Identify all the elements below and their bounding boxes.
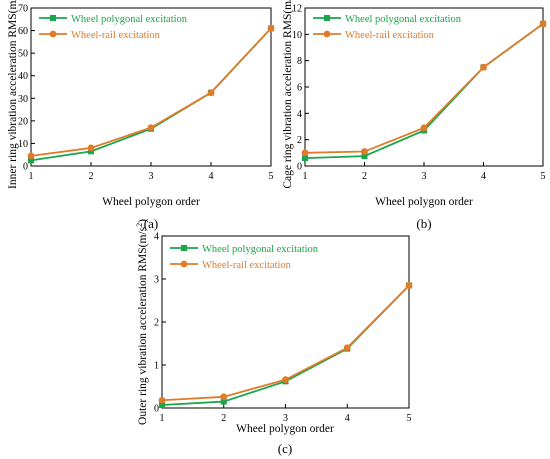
data-point — [220, 398, 227, 405]
x-tick-label: 3 — [422, 171, 427, 182]
data-point — [159, 401, 165, 408]
x-tick-label: 2 — [89, 171, 94, 182]
chart-b-caption: (b) — [416, 216, 431, 231]
y-tick-label: 0 — [297, 162, 302, 173]
x-tick-label: 4 — [345, 413, 350, 424]
data-point — [343, 344, 351, 352]
series-line — [304, 23, 544, 159]
data-point — [361, 153, 368, 160]
data-point — [267, 24, 275, 32]
y-tick-label: 3 — [154, 275, 159, 286]
series-line — [161, 284, 410, 406]
chart-a-series — [27, 24, 275, 164]
chart-b-legend: Wheel polygonal excitation Wheel-rail exc… — [313, 14, 462, 41]
data-point — [420, 124, 428, 132]
y-tick-label: 60 — [18, 26, 28, 37]
legend-label: Wheel-rail excitation — [202, 260, 292, 271]
data-point — [302, 155, 308, 162]
x-tick-label: 5 — [407, 413, 412, 424]
data-point — [282, 376, 289, 384]
x-tick-label: 3 — [149, 171, 154, 182]
data-point — [207, 89, 215, 97]
data-point — [28, 157, 34, 164]
chart-c-xlabel: Wheel polygon order — [236, 423, 334, 435]
y-tick-label: 12 — [292, 4, 302, 15]
y-tick-label: 2 — [154, 318, 159, 329]
data-point — [480, 63, 487, 71]
y-tick-label: 30 — [18, 94, 28, 105]
data-point — [220, 393, 228, 401]
x-tick-label: 2 — [221, 413, 226, 424]
y-tick-label: 40 — [18, 71, 28, 82]
legend-label: Wheel polygonal excitation — [202, 244, 319, 255]
data-point — [301, 149, 309, 157]
x-tick-label: 2 — [362, 171, 367, 182]
y-tick-label: 6 — [297, 83, 302, 94]
chart-a-caption: (a) — [144, 216, 158, 231]
x-tick-label: 5 — [541, 171, 546, 182]
x-tick-label: 1 — [29, 171, 34, 182]
y-tick-label: 70 — [18, 4, 28, 15]
data-point — [87, 144, 95, 152]
chart-c-ylabel: Outer ring vibration acceleration RMS(m/… — [135, 219, 150, 425]
x-tick-label: 5 — [269, 171, 274, 182]
x-tick-label: 4 — [209, 171, 214, 182]
chart-b-series — [301, 20, 547, 162]
series-line — [30, 27, 272, 157]
legend-marker — [180, 260, 188, 268]
x-tick-label: 1 — [303, 171, 308, 182]
y-tick-label: 20 — [18, 116, 28, 127]
y-tick-label: 4 — [297, 109, 302, 120]
legend-label: Wheel polygonal excitation — [345, 14, 462, 25]
data-point — [405, 282, 413, 289]
chart-c-caption: (c) — [278, 441, 292, 456]
y-tick-label: 10 — [292, 30, 302, 41]
y-tick-label: 2 — [297, 135, 302, 146]
legend-marker — [181, 245, 187, 251]
legend-label: Wheel polygonal excitation — [71, 14, 188, 25]
legend-marker — [323, 30, 331, 38]
x-tick-label: 3 — [283, 413, 288, 424]
legend-label: Wheel-rail excitation — [345, 30, 435, 41]
y-tick-label: 50 — [18, 49, 28, 60]
chart-b-xlabel: Wheel polygon order — [375, 196, 473, 208]
y-tick-label: 0 — [23, 162, 28, 173]
y-tick-label: 0 — [154, 404, 159, 415]
chart-c-series — [158, 282, 413, 408]
legend-marker — [50, 15, 56, 21]
chart-b-ylabel: Cage ring vibration acceleration RMS(m/s… — [280, 0, 295, 189]
chart-a-xlabel: Wheel polygon order — [102, 196, 200, 208]
series-line — [304, 23, 544, 154]
y-tick-label: 10 — [18, 139, 28, 150]
series-line — [30, 27, 272, 162]
legend-marker — [324, 15, 330, 21]
data-point — [361, 148, 368, 155]
data-point — [539, 20, 547, 28]
y-tick-label: 4 — [154, 232, 159, 243]
chart-c-legend: Wheel polygonal excitation Wheel-rail exc… — [170, 244, 319, 271]
x-tick-label: 4 — [481, 171, 486, 182]
y-tick-label: 1 — [154, 361, 159, 372]
data-point — [147, 124, 155, 132]
legend-marker — [49, 30, 57, 38]
chart-a-legend: Wheel polygonal excitation Wheel-rail exc… — [39, 14, 188, 41]
chart-a-ylabel: Inner ring vibration acceleration RMS(m/… — [5, 0, 20, 189]
legend-label: Wheel-rail excitation — [71, 30, 161, 41]
y-tick-label: 8 — [297, 56, 302, 67]
x-tick-label: 1 — [160, 413, 165, 424]
data-point — [27, 152, 35, 160]
data-point — [158, 396, 166, 404]
